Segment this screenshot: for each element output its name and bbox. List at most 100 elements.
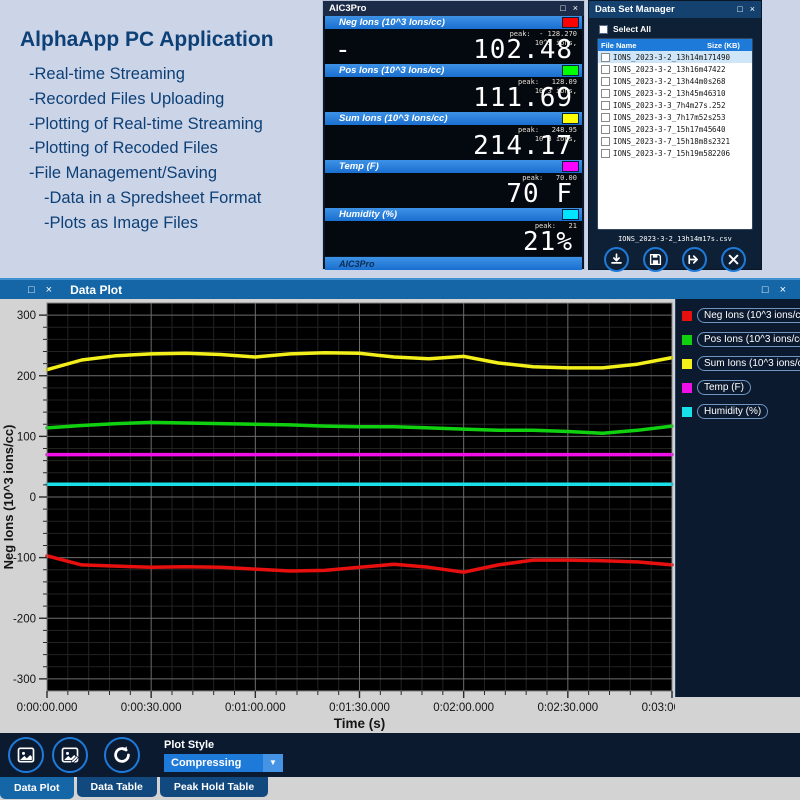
- file-row[interactable]: IONS_2023-3-7_15h18m8s.csv2321: [598, 135, 752, 147]
- channel-label: Humidity (%): [339, 209, 398, 220]
- file-size: 1490: [712, 52, 731, 62]
- plot-style-label: Plot Style: [164, 738, 215, 751]
- file-size: 2321: [712, 136, 731, 146]
- restore-icon[interactable]: □: [737, 4, 743, 14]
- channel-color-chip: [562, 113, 579, 124]
- channel-header: Humidity (%): [325, 208, 582, 221]
- file-row[interactable]: IONS_2023-3-2_13h16m47s.c…422: [598, 63, 752, 75]
- aic3pro-window: AIC3Pro □ × Neg Ions (10^3 Ions/cc) peak:…: [322, 0, 585, 270]
- dsm-title-bar: Data Set Manager □ ×: [589, 1, 761, 18]
- peak-line: 10^3 ions,: [534, 38, 577, 47]
- select-all-checkbox[interactable]: [599, 24, 608, 34]
- close-icon[interactable]: ×: [572, 3, 578, 13]
- file-size: 422: [712, 64, 726, 74]
- svg-text:Neg Ions (10^3 ions/cc): Neg Ions (10^3 ions/cc): [1, 425, 16, 570]
- value-number: 70 F: [506, 179, 573, 209]
- export-button[interactable]: [682, 247, 707, 272]
- save-plot-image-button[interactable]: [8, 737, 44, 773]
- tab-data-table[interactable]: Data Table: [76, 777, 157, 797]
- svg-text:-300: -300: [13, 674, 36, 686]
- legend-item: Neg Ions (10^3 ions/cc): [682, 308, 800, 323]
- file-checkbox[interactable]: [601, 148, 610, 158]
- channel-header: Neg Ions (10^3 Ions/cc): [325, 16, 582, 29]
- channel-label: Temp (F): [339, 161, 379, 172]
- tab-data-plot[interactable]: Data Plot: [0, 777, 74, 799]
- file-table: File Name Size (KB) IONS_2023-3-2_13h14m…: [597, 38, 753, 230]
- legend-swatch: [682, 310, 692, 321]
- file-size-column-header: Size (KB): [707, 40, 740, 50]
- value-number: 111.69: [473, 83, 573, 113]
- legend-item: Temp (F): [682, 380, 800, 395]
- legend-swatch: [682, 406, 692, 417]
- file-checkbox[interactable]: [601, 88, 610, 98]
- file-row[interactable]: IONS_2023-3-3_7h4m27s.csv252: [598, 99, 752, 111]
- file-row[interactable]: IONS_2023-3-2_13h45m46s.c…310: [598, 87, 752, 99]
- legend-swatch: [682, 334, 692, 345]
- file-size: 640: [712, 124, 726, 134]
- legend-label[interactable]: Temp (F): [697, 380, 751, 395]
- file-name: IONS_2023-3-3_7h4m27s.csv: [613, 100, 712, 110]
- svg-text:-100: -100: [13, 553, 36, 565]
- file-checkbox[interactable]: [601, 124, 610, 134]
- close-file-button[interactable]: [721, 247, 746, 272]
- select-all-label: Select All: [613, 24, 651, 34]
- file-checkbox[interactable]: [601, 64, 610, 74]
- peak-readout: peak: 70.00: [522, 174, 577, 183]
- tab-peak-hold-table[interactable]: Peak Hold Table: [159, 777, 269, 797]
- svg-text:0:00:00.000: 0:00:00.000: [17, 702, 78, 714]
- plot-style-dropdown[interactable]: Compressing ▼: [164, 753, 283, 772]
- aic3pro-channels: Neg Ions (10^3 Ions/cc) peak: - 128.270 10…: [323, 16, 584, 256]
- save-annotated-image-button[interactable]: [52, 737, 88, 773]
- svg-text:0:01:30.000: 0:01:30.000: [329, 702, 390, 714]
- feature-list: -Real-time Streaming -Recorded Files Uplo…: [18, 62, 318, 235]
- aic3pro-footer: AIC3Pro: [325, 257, 582, 270]
- feature-line: -File Management/Saving: [29, 164, 218, 182]
- channel-value: 111.69: [325, 85, 582, 111]
- plot-style-value: Compressing: [171, 756, 242, 769]
- legend-swatch: [682, 358, 692, 369]
- peak-readout: peak: 21: [535, 222, 577, 231]
- save-button[interactable]: [643, 247, 668, 272]
- select-all-row[interactable]: Select All: [589, 18, 761, 38]
- save-icon: [648, 252, 663, 267]
- svg-text:0:00:30.000: 0:00:30.000: [121, 702, 182, 714]
- value-number: 21%: [523, 227, 573, 257]
- peak-readout: peak: 128.09 10^3 ions,: [518, 78, 577, 96]
- channel-header: Pos Ions (10^3 Ions/cc): [325, 64, 582, 77]
- file-checkbox[interactable]: [601, 136, 610, 146]
- file-checkbox[interactable]: [601, 112, 610, 122]
- file-row[interactable]: IONS_2023-3-7_15h17m45s.c…640: [598, 123, 752, 135]
- restore-icon[interactable]: □: [560, 3, 566, 13]
- image-icon: [16, 745, 36, 765]
- legend-label[interactable]: Pos Ions (10^3 ions/cc): [697, 332, 800, 347]
- peak-line: peak: - 128.270: [509, 30, 577, 38]
- aic3pro-title-bar: AIC3Pro □ ×: [323, 1, 584, 16]
- svg-text:0:02:00.000: 0:02:00.000: [433, 702, 494, 714]
- refresh-plot-button[interactable]: [104, 737, 140, 773]
- file-table-header: File Name Size (KB): [598, 39, 752, 51]
- file-row[interactable]: IONS_2023-3-2_13h14m17s.c…1490: [598, 51, 752, 63]
- close-icon[interactable]: ×: [749, 4, 755, 14]
- chevron-down-icon: ▼: [263, 753, 283, 772]
- restore-icon[interactable]: □: [28, 283, 35, 296]
- svg-text:0:02:30.000: 0:02:30.000: [537, 702, 598, 714]
- current-file-name: IONS_2023-3-2_13h14m17s.csv: [618, 235, 732, 243]
- file-row[interactable]: IONS_2023-3-3_7h17m52s.csv253: [598, 111, 752, 123]
- restore-icon[interactable]: □: [761, 283, 769, 296]
- file-checkbox[interactable]: [601, 100, 610, 110]
- close-icon[interactable]: ×: [779, 283, 786, 296]
- legend-label[interactable]: Neg Ions (10^3 ions/cc): [697, 308, 800, 323]
- legend-label[interactable]: Sum Ions (10^3 ions/cc): [697, 356, 800, 371]
- chart-svg: 300 200 100 0 -100 -200 -300 0:00:00.000 0:00:30…: [1, 302, 702, 731]
- close-icon[interactable]: ×: [45, 283, 53, 296]
- download-button[interactable]: [604, 247, 629, 272]
- feature-line: -Plots as Image Files: [44, 213, 199, 232]
- app-title: AlphaApp PC Application: [20, 28, 274, 51]
- channel-label: Pos Ions (10^3 Ions/cc): [339, 65, 445, 76]
- aic3pro-channel: Sum Ions (10^3 Ions/cc) peak: 248.95 10^3 …: [325, 112, 582, 160]
- legend-label[interactable]: Humidity (%): [697, 404, 769, 419]
- file-row[interactable]: IONS_2023-3-7_15h19m58s.c…2206: [598, 147, 752, 159]
- file-row[interactable]: IONS_2023-3-2_13h44m0s.csv268: [598, 75, 752, 87]
- file-checkbox[interactable]: [601, 52, 610, 62]
- file-checkbox[interactable]: [601, 76, 610, 86]
